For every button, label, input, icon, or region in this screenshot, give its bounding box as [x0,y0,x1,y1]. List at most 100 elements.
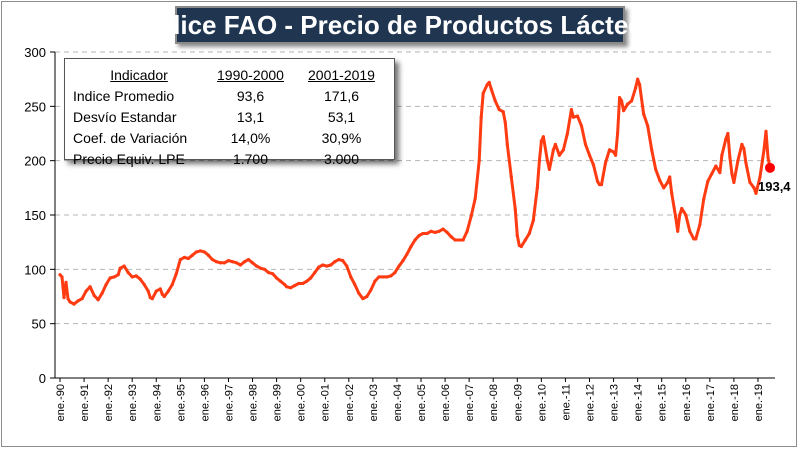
data-point [481,91,485,95]
data-point [397,264,401,268]
data-point [283,282,287,287]
data-point [553,142,557,146]
data-point [688,229,692,233]
x-tick-label: ene.-96 [199,384,211,421]
data-point [421,231,425,236]
row-value-2: 171,6 [323,88,360,104]
x-tick-label: ene.-10 [536,384,548,421]
data-point [497,107,501,112]
chart-gridlines [55,51,775,325]
row-label: Desvío Estandar [73,109,177,125]
x-tick-label: ene.-93 [127,384,139,421]
x-tick-label: ene.-95 [175,384,187,421]
data-point [762,148,766,152]
data-point [285,285,289,289]
data-point [557,153,562,157]
data-point [545,159,549,163]
data-point [293,284,297,288]
y-tick-label: 250 [24,99,46,114]
data-point [437,229,441,233]
data-point [230,260,235,264]
data-point [122,264,126,268]
data-point [732,180,736,184]
data-point [634,86,638,90]
data-point [714,164,718,168]
data-point [537,159,541,163]
x-axis-ticks: ene.-90 ene.-91 ene.-92 ene.-93 ene.-94 ene.-… [55,378,765,421]
row-value-1: 14,0% [230,130,271,146]
x-tick-label: ene.-08 [488,384,500,421]
data-point [409,244,413,249]
x-tick-label: ene.-14 [633,384,645,421]
x-tick-label: ene.-00 [296,384,308,421]
last-point-label: 193,4 [758,179,791,194]
y-axis-ticks: 0 50 100 150 200 250 300 [24,45,55,386]
data-point [453,238,457,242]
data-point [353,282,357,287]
data-point [305,279,309,283]
data-point [720,153,724,157]
data-point [489,87,493,91]
data-point [76,299,80,303]
x-tick-label: ene.-13 [609,384,621,421]
data-point [108,276,112,280]
data-point [373,279,377,283]
data-point [289,286,293,290]
data-point [515,234,519,238]
data-point [571,115,576,119]
table-row: Indice Promedio 93,6 171,6 [73,86,387,107]
data-point [509,175,513,179]
data-point [710,172,714,176]
data-point [361,297,365,301]
data-point [317,265,321,269]
data-point [182,255,186,259]
data-point [764,129,768,133]
data-point [429,229,433,233]
table-row: Desvío Estandar 13,1 53,1 [73,107,387,128]
header-period-2: 2001-2019 [308,67,375,83]
x-tick-label: ene.-17 [705,384,717,421]
x-tick-label: ene.-99 [272,384,284,421]
data-point [158,287,162,291]
x-tick-label: ene.-98 [248,384,260,421]
x-tick-label: ene.-90 [55,384,67,421]
summary-table: Indicador 1990-2000 2001-2019 Indice Pro… [73,65,387,170]
data-point [742,147,746,151]
y-tick-label: 300 [24,45,46,60]
data-point [724,137,728,141]
data-point [527,231,531,236]
row-value-1: 93,6 [236,88,265,104]
x-tick-label: ene.-94 [151,384,163,421]
data-point [198,249,202,253]
data-point [254,264,259,268]
data-point [479,115,483,119]
x-tick-label: ene.-05 [416,384,428,421]
x-tick-label: ene.-91 [79,384,91,421]
data-point [636,77,640,81]
data-point [617,96,622,100]
table-row: Precio Equiv. LPE 1.700 3.000 [73,149,387,170]
data-point [365,294,369,299]
data-point [405,252,409,256]
data-point [275,276,279,280]
data-point [523,238,527,242]
data-point [674,215,678,219]
data-point [118,266,122,270]
data-point [190,253,194,257]
data-point [206,253,211,257]
data-point [66,297,70,301]
x-tick-label: ene.-06 [440,384,452,421]
data-point [112,275,116,279]
data-point [401,259,405,263]
data-point [417,234,421,238]
data-point [654,167,658,171]
last-point-marker: 193,4 [758,162,791,194]
data-point [706,179,710,183]
y-tick-label: 200 [24,154,46,169]
data-point [377,275,381,279]
data-point [150,297,154,301]
data-point [72,302,76,306]
chart-title: Indice FAO - Precio de Productos Lácteos [141,6,659,44]
data-point [613,153,618,157]
data-point [64,280,68,284]
